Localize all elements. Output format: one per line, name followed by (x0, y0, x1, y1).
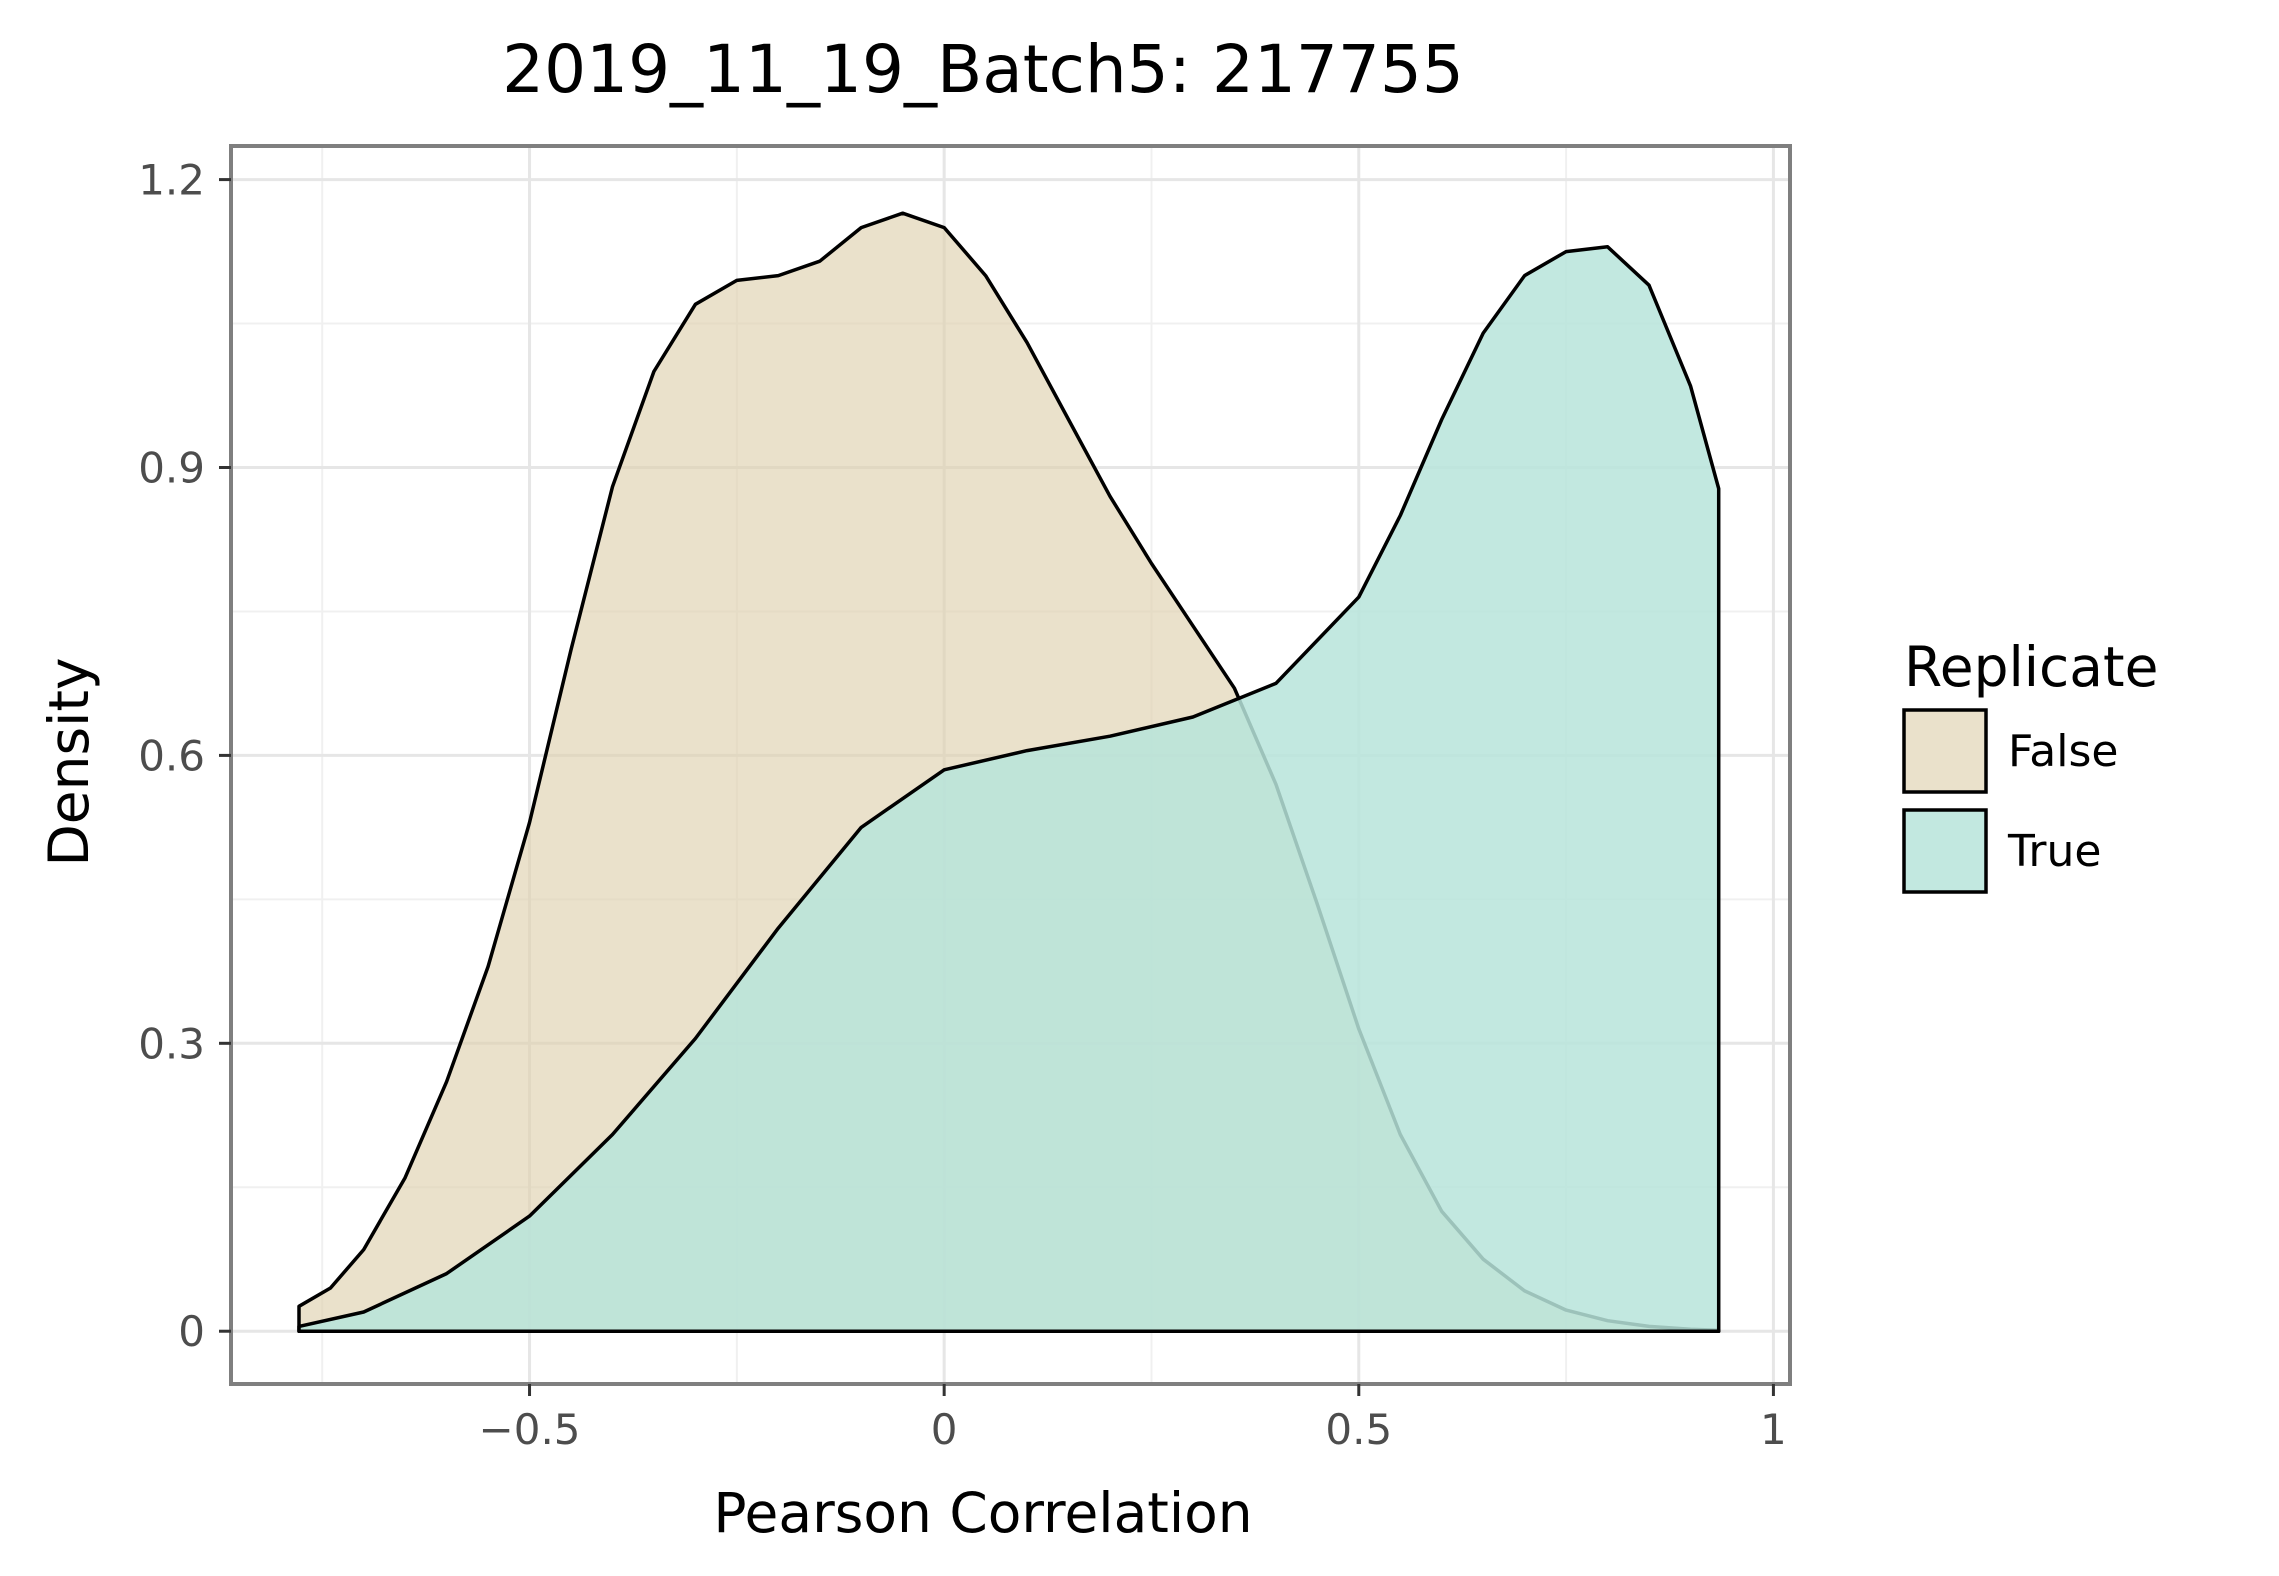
y-axis-title: Density (37, 657, 101, 866)
legend-label-true: True (2007, 826, 2101, 877)
y-tick-label: 1.2 (138, 156, 205, 205)
x-axis-title: Pearson Correlation (713, 1481, 1252, 1545)
density-areas (297, 211, 1721, 1333)
y-tick-label: 0.9 (138, 443, 205, 492)
legend-swatch-true (1902, 808, 1988, 894)
y-tick-label: 0.3 (138, 1019, 205, 1068)
axes: −0.5 0 0.5 1 0 0.3 0.6 0.9 1.2 (138, 144, 1792, 1454)
legend-label-false: False (2008, 726, 2118, 777)
x-tick-label: 0 (931, 1405, 958, 1454)
x-tick-label: 1 (1760, 1405, 1787, 1454)
y-tick-label: 0.6 (138, 731, 205, 780)
legend-swatch-false (1902, 708, 1988, 794)
legend-item-false: False (1902, 708, 2118, 794)
panel-border (229, 144, 1792, 1386)
x-tick-label: −0.5 (479, 1405, 581, 1454)
legend-item-true: True (1902, 808, 2101, 894)
legend-title: Replicate (1904, 635, 2158, 699)
density-area-true (297, 245, 1721, 1333)
y-tick-label: 0 (178, 1307, 205, 1356)
chart-title: 2019_11_19_Batch5: 217755 (502, 31, 1464, 108)
legend: Replicate False True (1902, 635, 2158, 894)
x-tick-label: 0.5 (1325, 1405, 1392, 1454)
legend-items: False True (1902, 708, 2118, 894)
